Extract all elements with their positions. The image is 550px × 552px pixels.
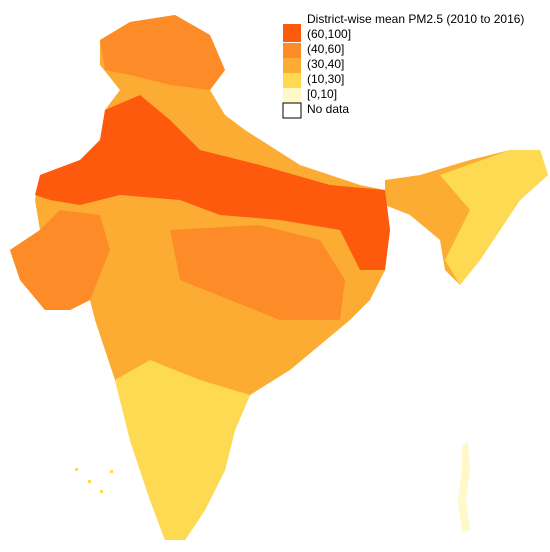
legend-label: (30,40] <box>307 57 344 71</box>
legend-title: District-wise mean PM2.5 (2010 to 2016) <box>307 12 524 26</box>
legend: (60,100](40,60](30,40](10,30][0,10]No da… <box>282 24 351 119</box>
gangetic-plain <box>35 95 390 270</box>
legend-swatch <box>283 73 301 88</box>
south-region <box>115 360 250 540</box>
legend-swatch <box>283 43 301 58</box>
legend-label: [0,10] <box>307 87 337 101</box>
legend-label: (40,60] <box>307 42 344 56</box>
island <box>75 468 78 471</box>
islands <box>458 442 470 532</box>
north-region <box>100 15 225 90</box>
central-region <box>170 225 345 320</box>
legend-swatch <box>283 58 301 73</box>
legend-label: No data <box>307 102 349 116</box>
legend-swatch <box>283 88 301 103</box>
legend-swatch <box>282 102 302 119</box>
legend-label: (10,30] <box>307 72 344 86</box>
legend-label: (60,100] <box>307 27 351 41</box>
northeast-hills <box>440 150 548 285</box>
legend-swatch <box>283 24 301 42</box>
map-regions <box>10 15 548 540</box>
island <box>88 480 91 483</box>
west-region <box>10 210 110 310</box>
island <box>100 490 103 493</box>
island <box>110 470 113 473</box>
